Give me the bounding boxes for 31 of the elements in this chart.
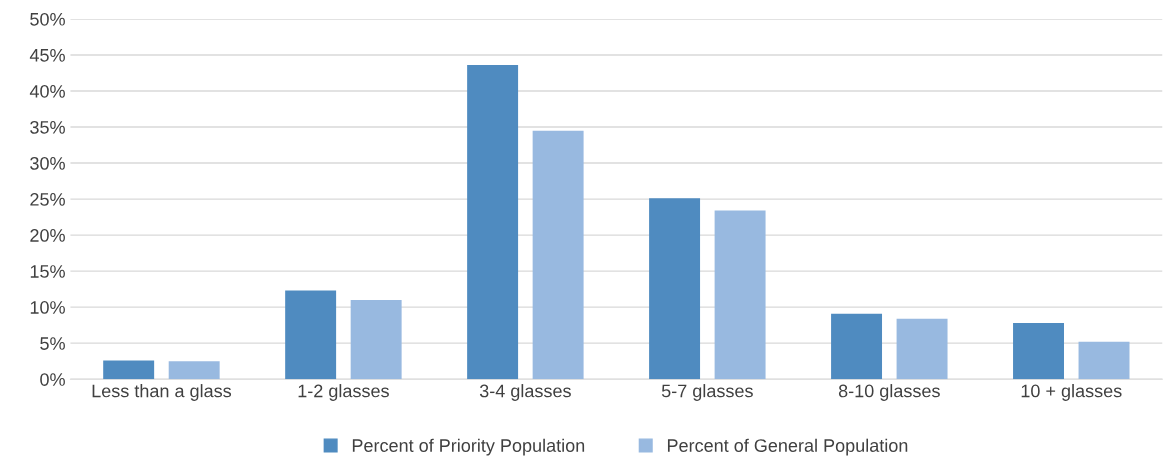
legend-label: Percent of Priority Population [352,438,585,456]
x-tick-label: 8-10 glasses [838,384,940,401]
x-tick-label: 10 + glasses [1021,384,1122,401]
legend-label: Percent of General Population [667,438,908,456]
x-tick-label: 5-7 glasses [661,384,753,401]
y-tick-label: 20% [30,229,65,242]
bar [285,290,337,380]
x-tick-label: 1-2 glasses [298,384,389,401]
y-tick-label: 15% [30,265,65,278]
y-tick-label: 25% [30,193,65,206]
y-tick-label: 0% [40,373,65,386]
y-tick-label: 45% [29,49,65,62]
bar [350,299,402,380]
bar [1013,323,1064,380]
bar [896,318,948,380]
y-tick-label: 5% [40,337,65,350]
y-tick-label: 10% [30,301,65,314]
bar [103,360,155,380]
bar [831,313,883,380]
bar [532,130,584,380]
y-tick-label: 40% [29,84,65,98]
y-tick-label: 50% [30,12,65,26]
x-tick-label: 3-4 glasses [479,384,571,401]
bar [714,210,766,380]
bar [649,198,701,380]
y-tick-label: 35% [30,120,65,134]
y-tick-label: 30% [30,156,65,170]
bar [1078,341,1130,380]
bar [467,65,519,380]
x-tick-label: Less than a glass [92,384,232,401]
bar [168,361,220,380]
